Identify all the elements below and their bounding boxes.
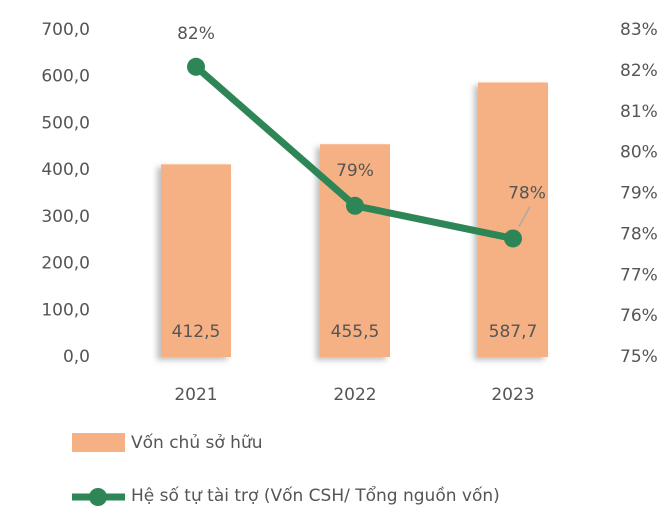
- y-tick-label: 0,0: [63, 347, 90, 367]
- y2-tick-label: 79%: [620, 184, 658, 204]
- x-tick-label: 2023: [491, 385, 534, 405]
- line-point: [187, 57, 205, 76]
- x-tick-label: 2022: [333, 385, 376, 405]
- y-tick-label: 700,0: [41, 20, 90, 40]
- bar-value-label: 412,5: [172, 322, 221, 342]
- y-tick-label: 600,0: [41, 67, 90, 87]
- y-tick-label: 500,0: [41, 113, 90, 133]
- bar: [161, 164, 231, 357]
- y-tick-label: 200,0: [41, 254, 90, 274]
- y2-tick-label: 83%: [620, 20, 658, 40]
- legend-label: Hệ số tự tài trợ (Vốn CSH/ Tổng nguồn vố…: [131, 485, 500, 506]
- bar-value-label: 587,7: [489, 322, 538, 342]
- line-point: [346, 196, 364, 215]
- y2-tick-label: 77%: [620, 265, 658, 285]
- legend-marker: [89, 488, 107, 506]
- y2-tick-label: 75%: [620, 347, 658, 367]
- leader-line: [518, 206, 531, 227]
- y2-tick-label: 81%: [620, 102, 658, 122]
- y-tick-label: 300,0: [41, 207, 90, 227]
- line-value-label: 78%: [508, 183, 546, 203]
- bar: [478, 82, 548, 357]
- y-tick-label: 400,0: [41, 160, 90, 180]
- legend-swatch: [72, 433, 125, 452]
- bar-value-label: 455,5: [331, 322, 380, 342]
- y2-tick-label: 82%: [620, 61, 658, 81]
- x-tick-label: 2021: [174, 385, 217, 405]
- legend-label: Vốn chủ sở hữu: [131, 432, 263, 453]
- y2-tick-label: 80%: [620, 143, 658, 163]
- y2-tick-label: 78%: [620, 224, 658, 244]
- line-value-label: 82%: [177, 24, 215, 44]
- bar: [320, 144, 390, 357]
- y2-tick-label: 76%: [620, 306, 658, 326]
- line-value-label: 79%: [336, 161, 374, 181]
- y-tick-label: 100,0: [41, 300, 90, 320]
- line-point: [504, 229, 522, 248]
